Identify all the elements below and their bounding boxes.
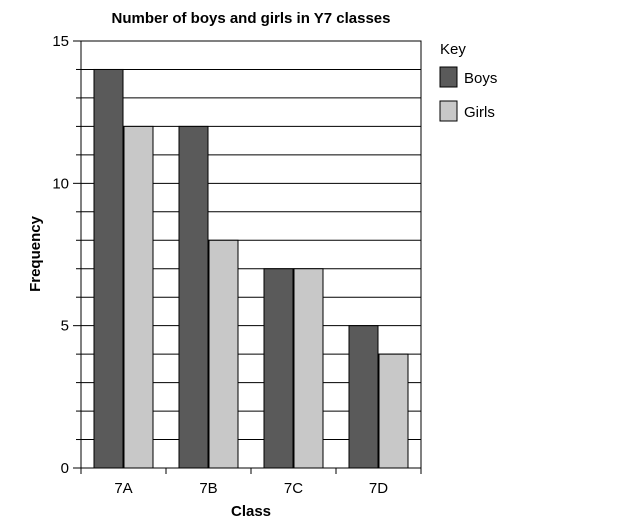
legend-label-girls: Girls bbox=[464, 104, 495, 121]
x-tick-label: 7D bbox=[369, 480, 388, 497]
y-axis-label: Frequency bbox=[27, 215, 44, 292]
legend-label-boys: Boys bbox=[464, 70, 497, 87]
chart-title: Number of boys and girls in Y7 classes bbox=[112, 10, 391, 27]
bars bbox=[93, 68, 409, 469]
x-axis: 7A 7B 7C 7D bbox=[80, 468, 422, 497]
bar-boys-7c bbox=[263, 268, 294, 469]
x-axis-label: Class bbox=[231, 503, 271, 520]
y-tick-label: 5 bbox=[61, 318, 69, 335]
bar-girls-7a bbox=[123, 125, 154, 469]
y-tick-label: 15 bbox=[52, 33, 69, 50]
x-tick-label: 7C bbox=[284, 480, 303, 497]
x-tick-label: 7B bbox=[199, 480, 217, 497]
bar-boys-7d bbox=[348, 325, 379, 469]
y-tick-label: 0 bbox=[61, 460, 69, 477]
bar-boys-7b bbox=[178, 125, 209, 469]
bar-girls-7b bbox=[208, 239, 239, 469]
legend-title: Key bbox=[440, 41, 466, 58]
bar-girls-7c bbox=[293, 268, 324, 469]
bar-boys-7a bbox=[93, 68, 124, 469]
bar-girls-7d bbox=[378, 353, 409, 469]
legend-swatch-boys bbox=[439, 66, 458, 88]
legend: Key Boys Girls bbox=[439, 41, 497, 122]
x-tick-label: 7A bbox=[114, 480, 132, 497]
y-tick-label: 10 bbox=[52, 175, 69, 192]
y-axis: 0 5 10 15 bbox=[52, 33, 81, 477]
legend-swatch-girls bbox=[439, 100, 458, 122]
